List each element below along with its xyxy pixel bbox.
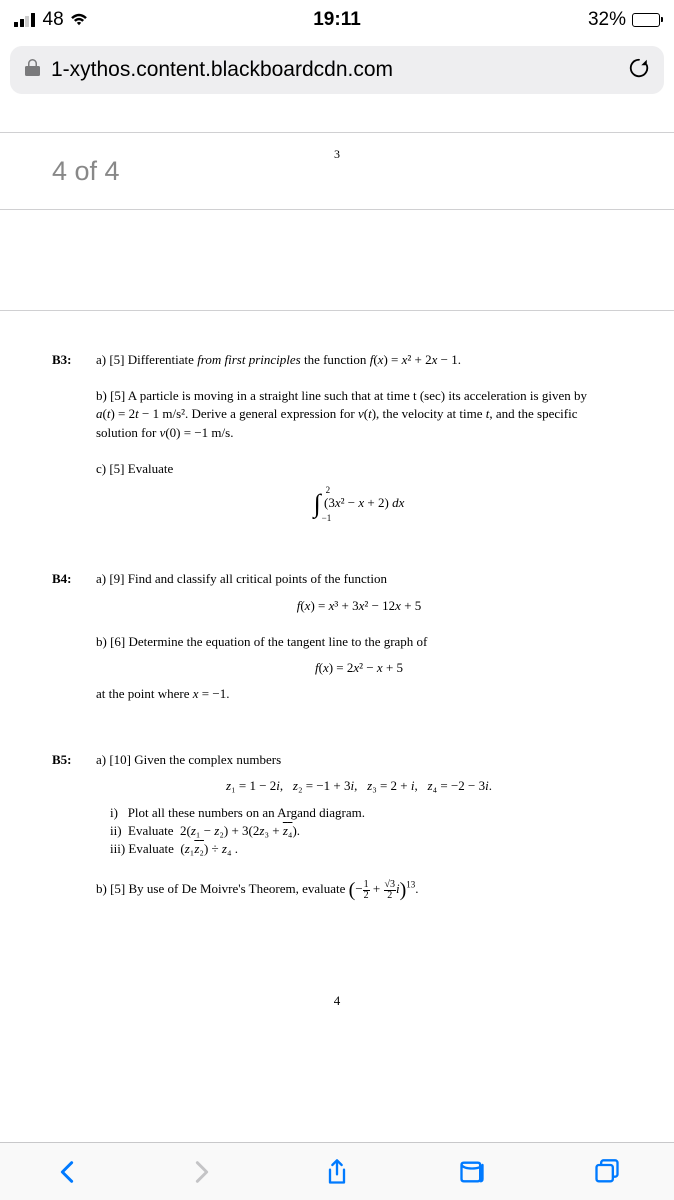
b3-part-b: b) [5] A particle is moving in a straigh…	[96, 387, 622, 442]
cellular-signal-icon	[14, 13, 35, 27]
question-b5: B5: a) [10] Given the complex numbers z₁…	[52, 751, 622, 922]
refresh-icon[interactable]	[628, 57, 650, 84]
document-page[interactable]: B3: a) [5] Differentiate from first prin…	[0, 310, 674, 1030]
tabs-button[interactable]	[593, 1158, 621, 1186]
page-counter: 4 of 4	[52, 156, 120, 187]
question-b4: B4: a) [9] Find and classify all critica…	[52, 570, 622, 721]
b5-part-a: a) [10] Given the complex numbers z₁ = 1…	[96, 751, 622, 858]
b5-i: i) Plot all these numbers on an Argand d…	[110, 804, 622, 822]
b3-part-c: c) [5] Evaluate 2∫−1 (3x² − x + 2) dx	[96, 460, 622, 523]
status-bar: 48 19:11 32%	[0, 0, 674, 40]
b3-part-a: a) [5] Differentiate from first principl…	[96, 351, 622, 369]
url-text: 1-xythos.content.blackboardcdn.com	[51, 58, 618, 82]
status-left: 48	[14, 9, 88, 31]
b4-part-a: a) [9] Find and classify all critical po…	[96, 570, 622, 614]
browser-toolbar	[0, 1142, 674, 1200]
lock-icon	[24, 58, 41, 83]
forward-button	[188, 1158, 216, 1186]
clock: 19:11	[313, 9, 361, 31]
b5-ii: ii) Evaluate 2(z₁ − z₂) + 3(2z₃ + z₄).	[110, 822, 622, 840]
battery-icon	[632, 13, 660, 27]
bookmarks-button[interactable]	[458, 1158, 486, 1186]
b3-integral: 2∫−1 (3x² − x + 2) dx	[96, 486, 622, 522]
page-counter-bar: 4 of 4 3	[0, 132, 674, 210]
prev-page-footer-num: 3	[334, 147, 340, 162]
b4-part-b: b) [6] Determine the equation of the tan…	[96, 633, 622, 704]
share-button[interactable]	[323, 1158, 351, 1186]
question-b3: B3: a) [5] Differentiate from first prin…	[52, 351, 622, 540]
carrier-label: 48	[43, 9, 64, 31]
page-number: 4	[52, 992, 622, 1010]
wifi-icon	[70, 13, 88, 27]
question-label: B4:	[52, 570, 78, 721]
question-label: B3:	[52, 351, 78, 540]
b5-part-b: b) [5] By use of De Moivre's Theorem, ev…	[96, 876, 622, 904]
status-right: 32%	[588, 9, 660, 31]
address-bar[interactable]: 1-xythos.content.blackboardcdn.com	[10, 46, 664, 94]
battery-percent: 32%	[588, 9, 626, 31]
back-button[interactable]	[53, 1158, 81, 1186]
b5-iii: iii) Evaluate (z₁z₂) ÷ z₄ .	[110, 840, 622, 858]
question-label: B5:	[52, 751, 78, 922]
